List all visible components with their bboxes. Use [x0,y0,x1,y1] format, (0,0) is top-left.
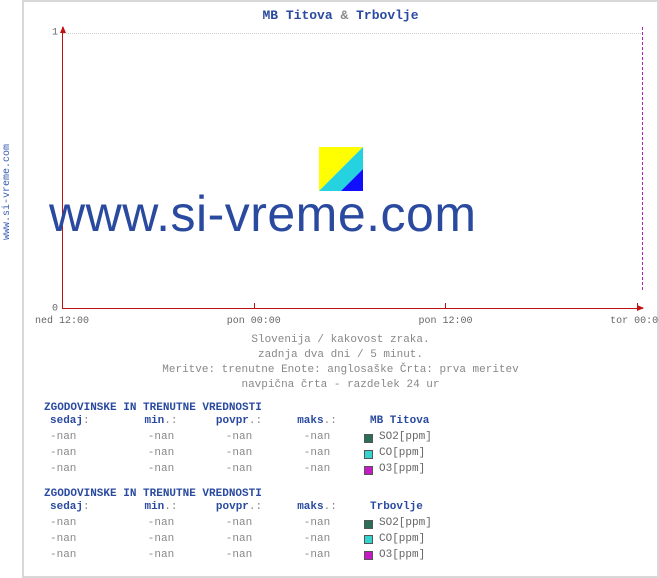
table-cell: -nan [44,446,122,462]
table-cell: -nan [278,430,356,446]
x-tick-mark [254,303,255,309]
chart-caption: Slovenija / kakovost zraka. zadnja dva d… [34,333,647,392]
source-url-vertical: www.si-vreme.com [2,144,13,240]
column-header: sedaj: [44,500,122,516]
table-title: ZGODOVINSKE IN TRENUTNE VREDNOSTI [44,488,647,500]
gridline [63,33,643,34]
caption-line: zadnja dva dni / 5 minut. [34,348,647,363]
table-cell: -nan [278,532,356,548]
table-cell: -nan [44,532,122,548]
x-tick-label: tor 00:00 [610,316,659,327]
column-header: sedaj: [44,414,122,430]
series-name: SO2[ppm] [379,516,432,532]
series-label: SO2[ppm] [356,430,432,446]
table-row: -nan-nan-nan-nanCO[ppm] [44,532,647,548]
column-header: povpr.: [200,414,278,430]
series-label: CO[ppm] [356,532,425,548]
color-swatch-icon [364,450,373,459]
table-row: -nan-nan-nan-nanSO2[ppm] [44,516,647,532]
series-label: CO[ppm] [356,446,425,462]
table-cell: -nan [200,462,278,478]
column-header: maks.: [278,500,356,516]
color-swatch-icon [364,520,373,529]
series-name: O3[ppm] [379,462,425,478]
title-part-a: MB Titova [262,8,332,23]
column-header: min.: [122,414,200,430]
table-header: sedaj:min.:povpr.:maks.:MB Titova [44,414,647,430]
station-name: MB Titova [356,414,429,430]
title-ampersand: & [340,8,348,23]
series-name: CO[ppm] [379,446,425,462]
color-swatch-icon [364,434,373,443]
series-label: O3[ppm] [356,548,425,564]
color-swatch-icon [364,466,373,475]
table-cell: -nan [122,430,200,446]
table-header: sedaj:min.:povpr.:maks.:Trbovlje [44,500,647,516]
series-name: CO[ppm] [379,532,425,548]
table-cell: -nan [122,462,200,478]
vertical-day-divider [642,27,643,290]
column-header: povpr.: [200,500,278,516]
table-cell: -nan [200,516,278,532]
table-cell: -nan [278,446,356,462]
logo-icon [319,147,363,191]
y-tick-label: 0 [44,304,58,315]
x-tick-label: pon 00:00 [227,316,281,327]
table-title: ZGODOVINSKE IN TRENUTNE VREDNOSTI [44,402,647,414]
table-row: -nan-nan-nan-nanCO[ppm] [44,446,647,462]
caption-line: Slovenija / kakovost zraka. [34,333,647,348]
x-tick-label: pon 12:00 [418,316,472,327]
table-row: -nan-nan-nan-nanO3[ppm] [44,462,647,478]
caption-line: navpična črta - razdelek 24 ur [34,378,647,393]
table-cell: -nan [278,462,356,478]
table-cell: -nan [278,516,356,532]
x-tick-mark [445,303,446,309]
main-panel: MB Titova & Trbovlje www.si-vreme.com 1 … [22,0,659,578]
y-tick-label: 1 [44,28,58,39]
table-cell: -nan [200,446,278,462]
watermark-text: www.si-vreme.com [49,185,476,243]
x-tick-mark [62,303,63,309]
data-tables: ZGODOVINSKE IN TRENUTNE VREDNOSTIsedaj:m… [44,402,647,564]
column-header: maks.: [278,414,356,430]
x-tick-mark [637,303,638,309]
table-cell: -nan [44,548,122,564]
color-swatch-icon [364,551,373,560]
caption-line: Meritve: trenutne Enote: anglosaške Črta… [34,363,647,378]
x-tick-label: ned 12:00 [35,316,89,327]
series-name: SO2[ppm] [379,430,432,446]
chart-title: MB Titova & Trbovlje [34,8,647,23]
table-cell: -nan [44,462,122,478]
color-swatch-icon [364,535,373,544]
table-cell: -nan [44,430,122,446]
series-name: O3[ppm] [379,548,425,564]
table-cell: -nan [200,548,278,564]
table-cell: -nan [200,532,278,548]
station-name: Trbovlje [356,500,423,516]
table-cell: -nan [122,446,200,462]
table-cell: -nan [200,430,278,446]
table-cell: -nan [122,532,200,548]
plot-region: www.si-vreme.com 1 0 ned 12:00pon 00:00p… [62,27,643,327]
column-header: min.: [122,500,200,516]
title-part-b: Trbovlje [356,8,418,23]
series-label: SO2[ppm] [356,516,432,532]
table-cell: -nan [122,516,200,532]
table-row: -nan-nan-nan-nanSO2[ppm] [44,430,647,446]
table-row: -nan-nan-nan-nanO3[ppm] [44,548,647,564]
table-cell: -nan [278,548,356,564]
table-cell: -nan [122,548,200,564]
table-cell: -nan [44,516,122,532]
series-label: O3[ppm] [356,462,425,478]
plot-area: www.si-vreme.com [62,27,643,309]
